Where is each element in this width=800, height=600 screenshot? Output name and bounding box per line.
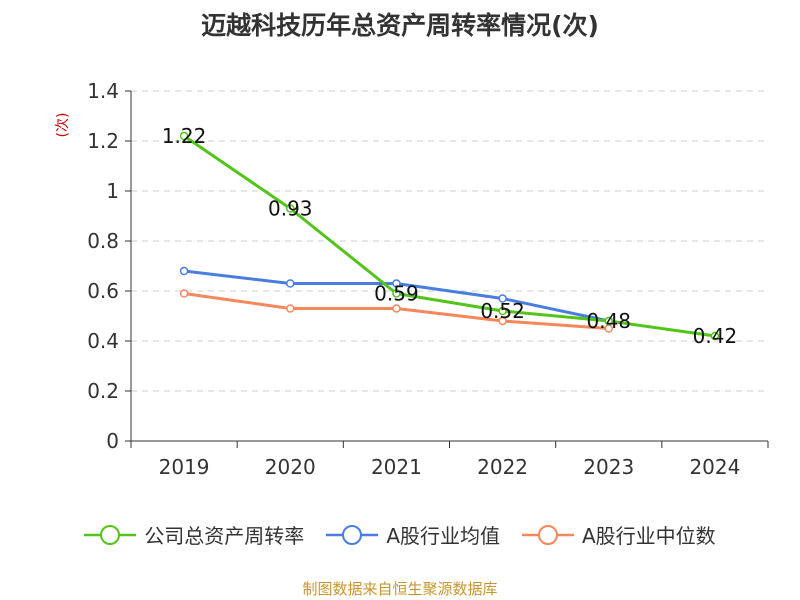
data-point (604, 316, 613, 326)
data-point (179, 131, 189, 141)
data-label: 0.42 (693, 324, 738, 348)
y-tick-label: 0.8 (87, 229, 119, 253)
legend-label: A股行业中位数 (582, 524, 716, 548)
data-label: 0.93 (268, 197, 313, 221)
legend-swatch-icon (326, 524, 379, 545)
axis-layer: 0 0.2 0.4 0.6 0.8 1 1.2 1.4 2019 2020 2021 2022 2023… (87, 79, 769, 479)
x-tick-label: 2021 (371, 455, 422, 479)
data-label: 0.59 (374, 282, 419, 306)
data-point (286, 304, 295, 313)
legend-item[interactable]: A股行业均值 (326, 520, 500, 549)
legend-label: A股行业均值 (386, 524, 500, 548)
data-point (392, 279, 401, 288)
label-layer: 1.22 0.93 0.59 0.52 0.48 0.42 (162, 124, 737, 348)
data-point (179, 266, 189, 276)
y-tick-label: 0.4 (87, 329, 119, 353)
y-tick-label: 0 (106, 429, 119, 453)
data-point (498, 306, 507, 316)
y-tick-label: 1.4 (87, 79, 119, 103)
legend-swatch-marker (100, 524, 121, 545)
data-point (392, 289, 401, 298)
data-point (498, 316, 507, 326)
source-note: 制图数据来自恒生聚源数据库 (302, 580, 498, 598)
x-tick-label: 2022 (477, 455, 528, 479)
legend-label: 公司总资产周转率 (144, 524, 305, 548)
y-tick-label: 0.2 (87, 379, 119, 403)
legend-swatch-icon (522, 524, 574, 545)
legend-item[interactable]: 公司总资产周转率 (84, 520, 304, 549)
data-point (392, 304, 401, 313)
data-point (710, 331, 720, 341)
data-label: 1.22 (162, 124, 207, 148)
series-layer (179, 131, 720, 341)
data-label: 0.48 (586, 309, 631, 333)
legend: 公司总资产周转率 A股行业均值 A股行业中位数 (0, 520, 800, 549)
y-axis-unit-label: (次) (55, 113, 71, 138)
x-tick-label: 2024 (689, 455, 740, 479)
data-point (286, 204, 295, 213)
data-point (286, 279, 295, 288)
x-tick-label: 2023 (583, 455, 634, 479)
legend-swatch-marker (342, 524, 363, 545)
grid-layer (131, 90, 768, 392)
y-tick-label: 0.6 (87, 279, 119, 303)
data-point (179, 289, 189, 298)
data-label: 0.52 (480, 299, 525, 323)
chart-title: 迈越科技历年总资产周转率情况(次) (201, 11, 599, 40)
legend-swatch-icon (84, 524, 137, 545)
legend-item[interactable]: A股行业中位数 (522, 520, 716, 549)
legend-swatch-marker (538, 524, 558, 545)
y-tick-label: 1 (106, 179, 119, 203)
data-point (498, 294, 507, 303)
y-tick-label: 1.2 (87, 129, 119, 153)
x-tick-label: 2019 (159, 455, 210, 479)
series-line (183, 134, 716, 338)
x-tick-label: 2020 (265, 455, 316, 479)
